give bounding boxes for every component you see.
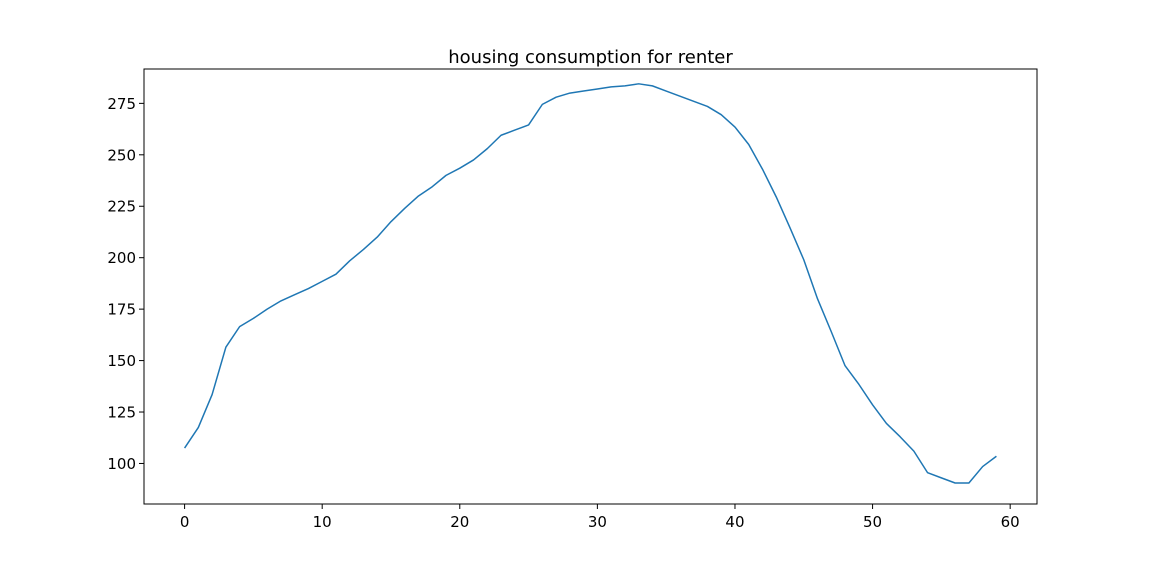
chart-title: housing consumption for renter [448, 47, 733, 68]
y-tick-label-3: 175 [107, 301, 136, 319]
y-tick-label-0: 100 [107, 455, 136, 473]
plot-area [183, 83, 997, 484]
y-tick-label-1: 125 [107, 404, 136, 422]
x-tick-label-4: 40 [725, 513, 744, 531]
y-tick-label-7: 275 [107, 95, 136, 113]
series-line-0 [183, 83, 997, 484]
y-tick-label-6: 250 [107, 146, 136, 164]
axes: 0 10 20 30 40 50 60 100 125 150 175 200 225 250 275 [107, 68, 1038, 531]
x-tick-label-3: 30 [588, 513, 607, 531]
x-tick-label-6: 60 [1001, 513, 1020, 531]
x-tick-label-0: 0 [180, 513, 190, 531]
y-tick-label-5: 225 [107, 198, 136, 216]
x-tick-label-1: 10 [313, 513, 332, 531]
x-tick-label-2: 20 [450, 513, 469, 531]
x-tick-label-5: 50 [863, 513, 882, 531]
y-tick-label-4: 200 [107, 249, 136, 267]
y-tick-label-2: 150 [107, 352, 136, 370]
axes-frame [143, 68, 1038, 505]
